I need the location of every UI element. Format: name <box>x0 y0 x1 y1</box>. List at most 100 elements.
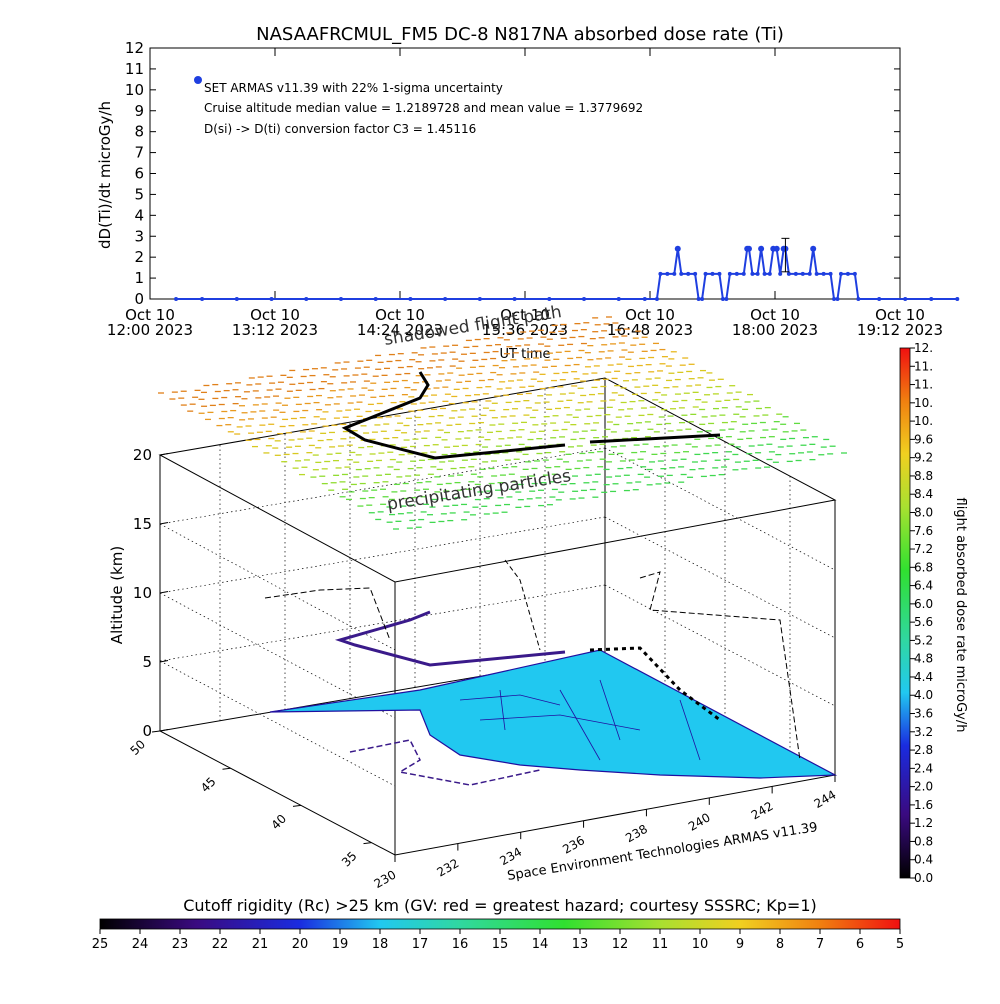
y-tick-label: 4 <box>134 206 144 224</box>
dose-rate-point <box>903 297 908 301</box>
dose-tick-label: 5.6 <box>914 615 933 629</box>
dose-tick-label: 0.0 <box>914 871 933 885</box>
lon-tick-label: 238 <box>623 822 650 846</box>
dose-tick-label: 8.8 <box>914 469 933 483</box>
top-x-axis-label: UT time <box>500 347 551 362</box>
track-wall-shadow-3 <box>639 571 801 761</box>
rigidity-colorbar-label: Cutoff rigidity (Rc) >25 km (GV: red = g… <box>183 896 817 915</box>
rigidity-colorbar <box>99 918 901 930</box>
x-tick-label-date: Oct 10 <box>875 306 925 324</box>
dose-rate-point <box>773 245 780 252</box>
rigidity-tick-label: 8 <box>776 937 784 952</box>
y-tick-label: 3 <box>134 227 144 245</box>
dose-rate-point <box>810 245 817 252</box>
dose-rate-point <box>767 271 772 276</box>
dose-rate-point <box>477 297 482 301</box>
dose-rate-point <box>616 297 621 301</box>
dose-rate-point <box>734 271 739 276</box>
dose-colorbar-ticks: 0.0 0.4 0.8 1.2 1.6 2.0 2.4 2.8 3.2 3.6 4.0 4.4 4.8 5… <box>910 341 933 885</box>
dose-rate-point <box>845 271 850 276</box>
dose-colorbar-label: flight absorbed dose rate microGy/h <box>953 498 968 733</box>
x-tick-label-date: Oct 10 <box>625 306 675 324</box>
rigidity-tick-label: 18 <box>372 937 389 952</box>
z-tick-label: 15 <box>133 515 152 533</box>
dose-rate-point <box>929 297 934 301</box>
dose-rate-point <box>800 271 805 276</box>
dose-rate-point <box>686 271 691 276</box>
top-y-axis-label: dD(Ti)/dt microGy/h <box>96 101 114 249</box>
flight-3d-plot: 0 5 10 15 20 Altitude (km) 50 45 40 35 230 232 23… <box>108 302 847 891</box>
dose-tick-label: 7.2 <box>914 542 933 556</box>
dose-rate-point <box>755 271 760 276</box>
dose-tick-label: 4.8 <box>914 652 933 666</box>
legend-line-3: D(si) -> D(ti) conversion factor C3 = 1.… <box>204 122 476 136</box>
lat-tick-mark <box>151 730 161 733</box>
dose-rate-point <box>856 297 861 301</box>
lon-tick-label: 242 <box>749 799 776 823</box>
lon-tick-label: 240 <box>686 810 713 834</box>
flight-track-descent <box>589 646 721 722</box>
dose-rate-point <box>727 271 732 276</box>
x-tick-label-date: Oct 10 <box>250 306 300 324</box>
dose-tick-label: 4.4 <box>914 670 933 684</box>
dose-tick-label: 9.2 <box>914 451 933 465</box>
dose-rate-point <box>838 271 843 276</box>
dose-rate-point <box>745 245 752 252</box>
rigidity-tick-label: 11 <box>652 937 669 952</box>
lon-tick-label: 232 <box>435 856 462 880</box>
dose-tick-label: 8.0 <box>914 505 933 519</box>
x-tick-label-time: 12:00 2023 <box>107 321 193 339</box>
flight-track-projection <box>334 610 566 667</box>
dose-rate-point <box>877 297 882 301</box>
rigidity-tick-label: 9 <box>736 937 744 952</box>
dose-rate-point <box>835 297 840 301</box>
rigidity-tick-label: 7 <box>816 937 824 952</box>
dose-rate-point <box>807 271 812 276</box>
lat-tick-mark <box>222 767 231 770</box>
dose-tick-label: 1.2 <box>914 816 933 830</box>
rigidity-colorbar-ticks: 25 24 23 22 21 20 19 18 17 16 15 14 13 12 11 10 9 8 7 6 5 <box>92 929 904 952</box>
x-tick-label-time: 19:12 2023 <box>857 321 943 339</box>
altitude-ticks: 0 5 10 15 20 <box>133 446 169 740</box>
y-tick-label: 1 <box>134 269 144 287</box>
dose-rate-point <box>720 297 725 301</box>
dose-rate-point <box>693 271 698 276</box>
rigidity-tick-label: 17 <box>412 937 429 952</box>
land-region <box>269 649 838 779</box>
dose-tick-label: 0.8 <box>914 834 933 848</box>
chart-title: NASAAFRCMUL_FM5 DC-8 N817NA absorbed dos… <box>256 24 784 45</box>
z-tick-label: 10 <box>133 584 152 602</box>
rigidity-tick-label: 6 <box>856 937 864 952</box>
track-wall-shadow-2 <box>504 559 541 651</box>
lat-tick-label: 35 <box>339 849 360 870</box>
dose-rate-point <box>665 271 670 276</box>
dose-rate-point <box>512 297 517 301</box>
dose-rate-point <box>700 297 705 301</box>
dose-rate-point <box>658 271 663 276</box>
shadow-track-floor <box>349 739 541 786</box>
lat-tick-mark <box>363 842 372 845</box>
z-tick-label: 5 <box>142 653 152 671</box>
dose-tick-label: 1.6 <box>914 798 933 812</box>
dose-tick-label: 3.2 <box>914 725 933 739</box>
y-tick-label: 5 <box>134 185 144 203</box>
y-tick-label: 9 <box>134 102 144 120</box>
dose-rate-point <box>852 271 857 276</box>
dose-rate-point <box>642 297 647 301</box>
rigidity-tick-label: 16 <box>452 937 469 952</box>
dose-rate-point <box>778 271 783 276</box>
dose-tick-label: 12. <box>914 341 933 355</box>
dose-rate-point <box>582 297 587 301</box>
dose-rate-point <box>832 297 837 301</box>
dose-tick-label: 5.2 <box>914 633 933 647</box>
dose-rate-point <box>696 297 701 301</box>
dose-rate-point <box>703 271 708 276</box>
dose-rate-point <box>654 297 659 301</box>
rigidity-tick-label: 25 <box>92 937 109 952</box>
legend-line-2: Cruise altitude median value = 1.2189728… <box>204 101 643 115</box>
x-tick-label-date: Oct 10 <box>125 306 175 324</box>
dose-rate-point <box>955 297 960 301</box>
